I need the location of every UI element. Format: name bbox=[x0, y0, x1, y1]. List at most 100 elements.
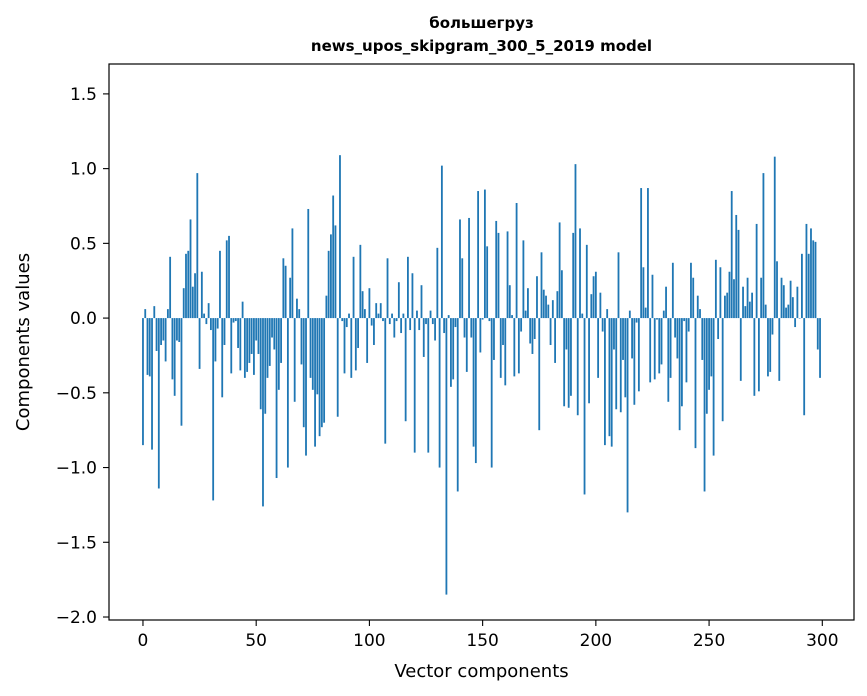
bar bbox=[579, 228, 581, 319]
bar bbox=[148, 318, 151, 377]
bar bbox=[665, 286, 667, 319]
bar bbox=[748, 301, 751, 319]
x-tick-label: 100 bbox=[353, 631, 385, 651]
bar bbox=[393, 318, 396, 338]
bar bbox=[311, 318, 314, 390]
bar bbox=[801, 253, 803, 319]
bar bbox=[436, 247, 439, 319]
bar bbox=[234, 318, 237, 322]
x-axis-label: Vector components bbox=[394, 661, 568, 682]
bar bbox=[807, 253, 810, 319]
bar bbox=[187, 250, 190, 319]
bar bbox=[753, 318, 756, 396]
bar bbox=[762, 173, 765, 319]
bar bbox=[164, 318, 167, 362]
bar bbox=[576, 318, 579, 416]
bar bbox=[513, 318, 516, 377]
bar bbox=[232, 318, 235, 323]
bar bbox=[293, 318, 296, 402]
bar bbox=[796, 286, 799, 319]
bar bbox=[644, 307, 647, 319]
bar bbox=[710, 318, 713, 377]
bar bbox=[465, 318, 468, 372]
bar bbox=[151, 318, 153, 450]
bar bbox=[350, 318, 353, 378]
bar bbox=[549, 318, 552, 345]
bar bbox=[540, 252, 543, 319]
bar bbox=[626, 318, 629, 513]
bar bbox=[243, 318, 246, 378]
bar bbox=[712, 318, 715, 456]
bar bbox=[173, 318, 176, 396]
bar bbox=[531, 318, 534, 354]
bar bbox=[773, 156, 776, 319]
bar bbox=[209, 318, 212, 331]
bar bbox=[570, 318, 572, 396]
bar bbox=[225, 240, 228, 319]
bar bbox=[662, 310, 665, 319]
bar bbox=[307, 208, 310, 319]
bar bbox=[592, 276, 595, 319]
bar bbox=[280, 318, 282, 363]
bar bbox=[207, 303, 210, 319]
bar bbox=[314, 318, 316, 447]
bar bbox=[468, 217, 470, 319]
bar bbox=[597, 318, 600, 378]
bar bbox=[142, 318, 144, 446]
bar bbox=[203, 313, 206, 319]
bar bbox=[780, 277, 783, 319]
x-tick-label: 300 bbox=[806, 631, 838, 651]
bar bbox=[533, 318, 536, 340]
bar bbox=[316, 318, 319, 395]
bar bbox=[515, 203, 518, 319]
bar bbox=[440, 165, 443, 319]
bar bbox=[259, 318, 262, 410]
bar bbox=[656, 318, 658, 320]
bar bbox=[200, 271, 203, 319]
bar bbox=[282, 258, 285, 319]
bar bbox=[182, 288, 185, 319]
chart-title: большегруз bbox=[429, 14, 533, 32]
x-tick-label: 0 bbox=[138, 631, 149, 651]
bar bbox=[705, 318, 708, 414]
plot-area-frame bbox=[108, 63, 855, 621]
bar bbox=[517, 318, 520, 374]
bar bbox=[454, 318, 457, 328]
bar bbox=[250, 318, 253, 354]
bar bbox=[212, 318, 215, 501]
bar bbox=[253, 318, 255, 375]
bar bbox=[409, 318, 412, 331]
bar bbox=[699, 309, 701, 319]
bar bbox=[348, 313, 350, 319]
bar bbox=[604, 318, 606, 446]
bar bbox=[563, 318, 566, 407]
bar bbox=[445, 318, 448, 595]
bar bbox=[386, 258, 389, 319]
bar bbox=[542, 289, 545, 319]
bar bbox=[728, 271, 731, 319]
bar bbox=[284, 265, 287, 319]
bar bbox=[416, 310, 418, 319]
bar bbox=[341, 318, 344, 322]
bar bbox=[703, 318, 706, 492]
x-tick-label: 150 bbox=[466, 631, 498, 651]
bar bbox=[345, 318, 348, 328]
bar bbox=[493, 318, 495, 360]
bar bbox=[696, 295, 699, 319]
bar bbox=[343, 318, 346, 374]
bar bbox=[377, 313, 380, 319]
bar bbox=[239, 318, 242, 371]
bar bbox=[588, 318, 590, 404]
bar bbox=[339, 155, 341, 319]
bar bbox=[495, 220, 498, 319]
bar bbox=[558, 222, 561, 319]
bar bbox=[667, 318, 670, 402]
bar bbox=[676, 318, 679, 359]
bar bbox=[431, 318, 434, 325]
bar bbox=[647, 188, 649, 319]
bar bbox=[502, 318, 504, 345]
bar bbox=[153, 306, 156, 319]
bar bbox=[176, 318, 178, 341]
bar bbox=[400, 318, 403, 334]
